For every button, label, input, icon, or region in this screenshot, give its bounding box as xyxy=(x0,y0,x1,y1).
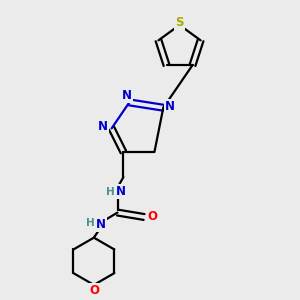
Text: O: O xyxy=(89,284,99,297)
Text: S: S xyxy=(175,16,184,29)
Text: N: N xyxy=(122,89,132,102)
Text: N: N xyxy=(116,185,125,198)
Text: O: O xyxy=(147,211,158,224)
Text: N: N xyxy=(96,218,106,231)
Text: H: H xyxy=(86,218,94,228)
Text: H: H xyxy=(106,187,115,197)
Text: N: N xyxy=(165,100,175,113)
Text: N: N xyxy=(98,120,108,134)
